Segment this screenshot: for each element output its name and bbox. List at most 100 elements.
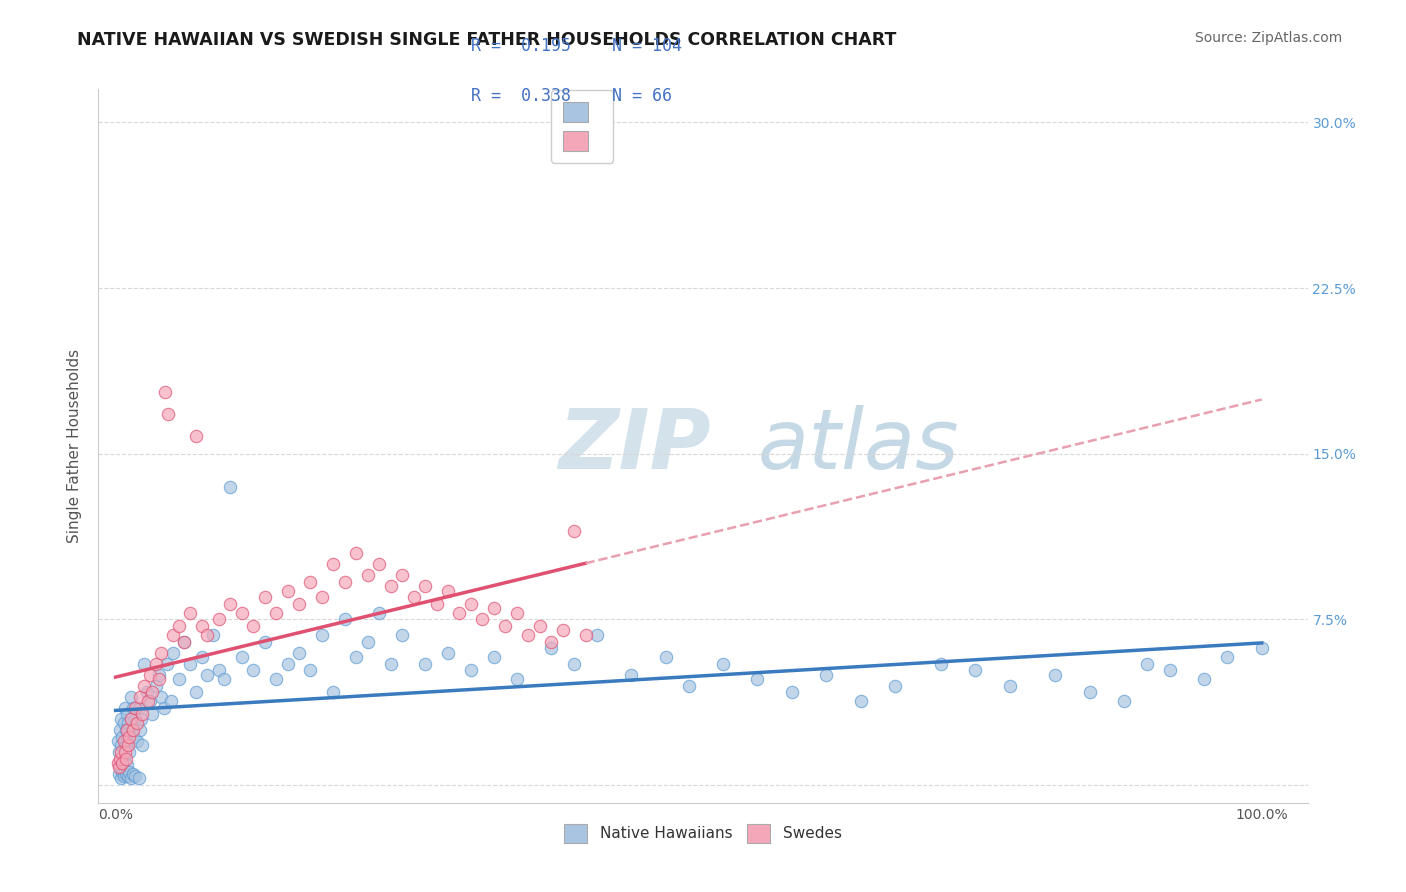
Point bbox=[114, 700, 136, 714]
Point bbox=[108, 745, 131, 759]
Point bbox=[128, 700, 150, 714]
Point bbox=[517, 628, 540, 642]
Point bbox=[115, 758, 138, 772]
Point bbox=[380, 579, 402, 593]
Point bbox=[117, 769, 139, 783]
Point bbox=[437, 583, 460, 598]
Point bbox=[253, 634, 276, 648]
Point bbox=[1216, 650, 1239, 665]
Point bbox=[253, 591, 276, 605]
Point bbox=[391, 628, 413, 642]
Text: N = 66: N = 66 bbox=[612, 87, 672, 104]
Point bbox=[112, 716, 135, 731]
Point bbox=[162, 628, 184, 642]
Point bbox=[506, 672, 529, 686]
Point bbox=[413, 657, 436, 671]
Point bbox=[929, 657, 952, 671]
Point bbox=[344, 546, 367, 560]
Point bbox=[121, 723, 143, 737]
Point bbox=[129, 712, 152, 726]
Point bbox=[815, 667, 838, 681]
Point bbox=[849, 694, 872, 708]
Point bbox=[965, 663, 987, 677]
Point bbox=[118, 745, 141, 759]
Legend: Native Hawaiians, Swedes: Native Hawaiians, Swedes bbox=[558, 818, 848, 848]
Point bbox=[121, 700, 143, 714]
Point bbox=[184, 685, 207, 699]
Point bbox=[190, 650, 212, 665]
Text: R =  0.338: R = 0.338 bbox=[471, 87, 571, 104]
Point bbox=[179, 657, 201, 671]
Point bbox=[118, 764, 141, 779]
Point bbox=[780, 685, 803, 699]
Point bbox=[747, 672, 769, 686]
Point bbox=[540, 641, 562, 656]
Point bbox=[711, 657, 734, 671]
Text: N = 104: N = 104 bbox=[612, 37, 682, 55]
Point bbox=[115, 723, 138, 737]
Point bbox=[111, 730, 134, 744]
Point bbox=[333, 574, 356, 589]
Point bbox=[131, 707, 153, 722]
Point bbox=[139, 667, 162, 681]
Point bbox=[413, 579, 436, 593]
Point bbox=[162, 646, 184, 660]
Point bbox=[150, 646, 173, 660]
Point bbox=[117, 739, 139, 753]
Point bbox=[108, 760, 131, 774]
Point bbox=[120, 712, 142, 726]
Point bbox=[655, 650, 678, 665]
Point bbox=[112, 769, 135, 783]
Point bbox=[277, 583, 299, 598]
Point bbox=[333, 612, 356, 626]
Point bbox=[219, 597, 242, 611]
Point bbox=[115, 739, 138, 753]
Point bbox=[115, 734, 138, 748]
Point bbox=[311, 591, 333, 605]
Point bbox=[494, 619, 516, 633]
Point bbox=[288, 646, 311, 660]
Point bbox=[460, 597, 482, 611]
Point bbox=[1078, 685, 1101, 699]
Point bbox=[311, 628, 333, 642]
Point bbox=[157, 407, 180, 421]
Point bbox=[288, 597, 311, 611]
Point bbox=[551, 624, 574, 638]
Point bbox=[152, 700, 174, 714]
Point bbox=[299, 574, 322, 589]
Text: R =  0.195: R = 0.195 bbox=[471, 37, 571, 55]
Point bbox=[145, 679, 167, 693]
Point bbox=[167, 619, 190, 633]
Point bbox=[167, 672, 190, 686]
Point bbox=[214, 672, 236, 686]
Point bbox=[124, 712, 146, 726]
Point bbox=[471, 612, 494, 626]
Point bbox=[173, 634, 195, 648]
Point bbox=[112, 734, 135, 748]
Point bbox=[184, 429, 207, 443]
Point bbox=[135, 685, 157, 699]
Point bbox=[121, 723, 143, 737]
Point bbox=[122, 730, 145, 744]
Point bbox=[124, 700, 146, 714]
Point bbox=[141, 685, 163, 699]
Point bbox=[111, 764, 134, 779]
Point bbox=[231, 606, 253, 620]
Point bbox=[208, 612, 231, 626]
Point bbox=[148, 672, 170, 686]
Point bbox=[110, 712, 132, 726]
Point bbox=[108, 723, 131, 737]
Point bbox=[368, 558, 391, 572]
Point bbox=[128, 690, 150, 704]
Point bbox=[114, 745, 136, 759]
Point bbox=[1159, 663, 1181, 677]
Point bbox=[114, 763, 136, 777]
Point bbox=[344, 650, 367, 665]
Point bbox=[380, 657, 402, 671]
Point bbox=[620, 667, 643, 681]
Point bbox=[231, 650, 253, 665]
Point bbox=[391, 568, 413, 582]
Point bbox=[884, 679, 907, 693]
Point bbox=[562, 524, 585, 538]
Point bbox=[110, 739, 132, 753]
